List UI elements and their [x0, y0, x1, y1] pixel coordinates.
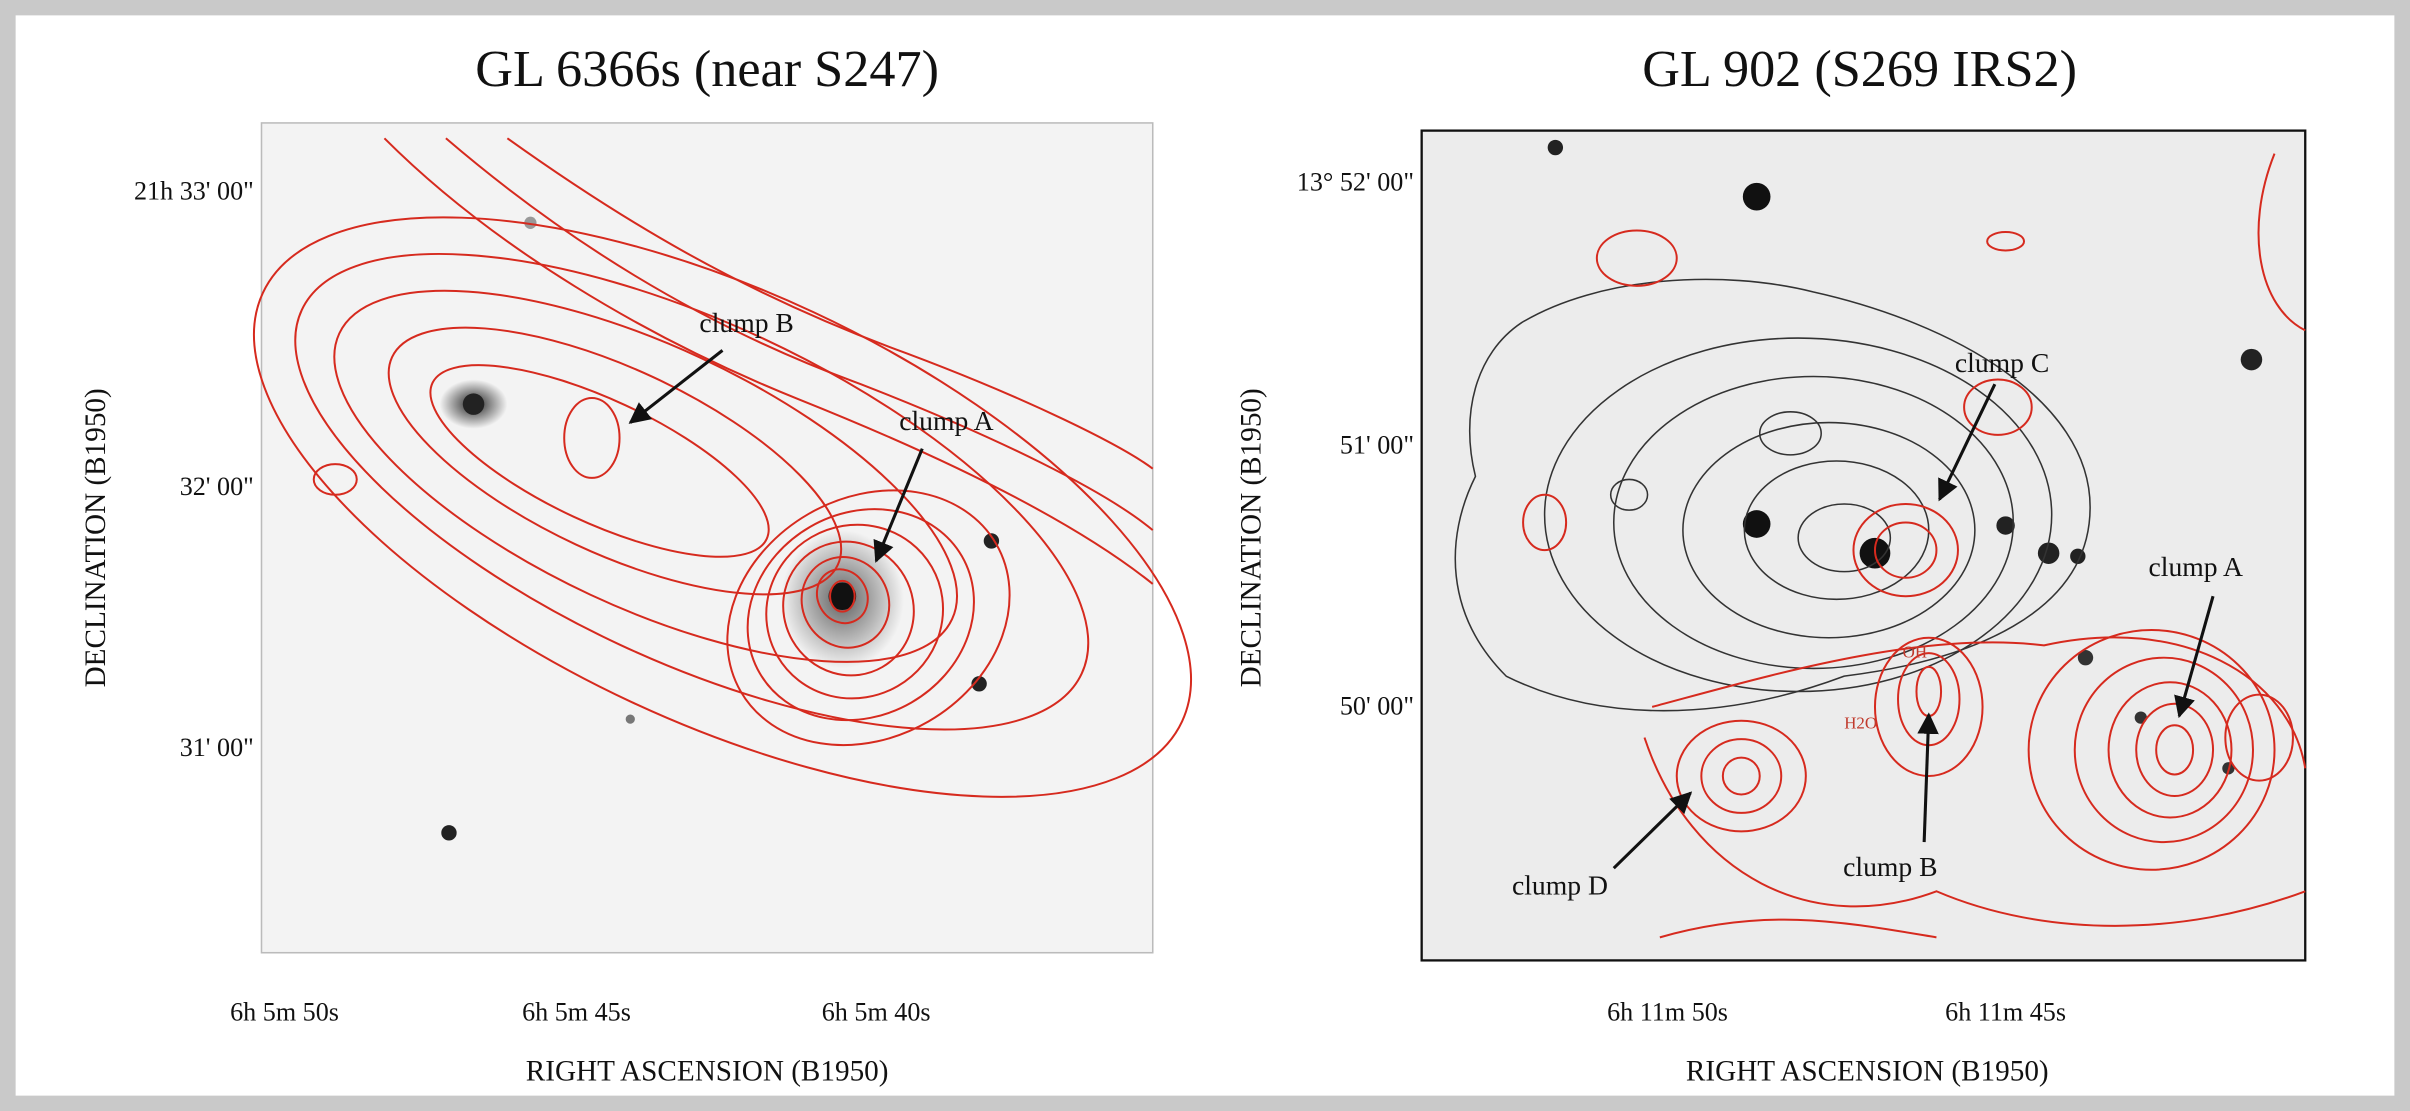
x-tick-label: 6h 11m 45s [1945, 997, 2066, 1026]
y-tick-label: 32' 00" [180, 472, 254, 501]
annotation: clump C [1955, 347, 2049, 378]
image-frame [260, 122, 1154, 954]
panel-right: GL 902 (S269 IRS2) [1235, 40, 2307, 1087]
panel-title: GL 6366s (near S247) [475, 40, 939, 98]
x-tick-label: 6h 5m 45s [522, 997, 631, 1026]
arrow [2174, 595, 2215, 719]
y-tick-label: 31' 00" [180, 733, 254, 762]
annotations: clump C clump A clump B clump D [1512, 347, 2243, 900]
annotation: clump B [1843, 851, 1937, 882]
arrow [1917, 712, 1939, 843]
y-axis-label: DECLINATION (B1950) [1235, 388, 1267, 687]
x-axis-label: RIGHT ASCENSION (B1950) [526, 1055, 889, 1087]
y-tick-label: 51' 00" [1340, 430, 1414, 459]
annotation: clump D [1512, 869, 1608, 900]
stars [439, 216, 1000, 841]
contours [253, 137, 1192, 798]
annotation: clump A [2149, 551, 2243, 582]
maser-label: H2O [1844, 713, 1877, 732]
y-axis-label: DECLINATION (B1950) [80, 388, 112, 687]
x-axis-label: RIGHT ASCENSION (B1950) [1686, 1055, 2049, 1087]
arrow [873, 448, 924, 563]
contours [1522, 153, 2307, 939]
y-tick-label: 50' 00" [1340, 692, 1414, 721]
x-tick-label: 6h 5m 40s [822, 997, 931, 1026]
arrow [1612, 791, 1693, 870]
y-tick-label: 21h 33' 00" [134, 177, 254, 206]
arrow [1938, 383, 1997, 502]
annotations: clump B clump A [628, 307, 994, 563]
y-tick-label: 13° 52' 00" [1297, 168, 1414, 197]
arrow [628, 349, 724, 424]
x-tick-label: 6h 5m 50s [230, 997, 339, 1026]
maser-label: OH [1903, 643, 1927, 662]
panel-title: GL 902 (S269 IRS2) [1642, 40, 2077, 98]
annotation: clump B [699, 307, 793, 338]
panel-left: GL 6366s (near S247) [80, 40, 1192, 1087]
x-tick-label: 6h 11m 50s [1607, 997, 1728, 1026]
annotation: clump A [899, 405, 993, 436]
black-contours [1454, 278, 2091, 712]
